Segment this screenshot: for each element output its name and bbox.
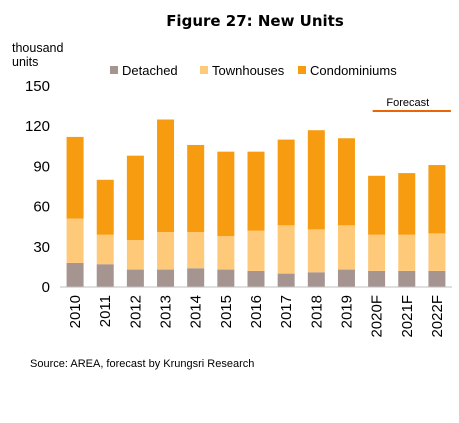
x-tick-label: 2015 — [218, 295, 235, 328]
x-axis-ticks: 2010 2011 2012 2013 2014 2015 2016 2017 2018 2019… — [67, 295, 446, 338]
bar-segment-condominiums-2016 — [247, 151, 265, 231]
x-tick-label: 2014 — [188, 295, 205, 328]
y-tick-label: 120 — [25, 118, 50, 135]
legend-swatch-condominiums — [298, 66, 306, 74]
x-tick-label: 2020F — [369, 295, 386, 338]
bar-segment-condominiums-2015 — [217, 151, 235, 237]
bar-segment-townhouses-2014 — [187, 232, 205, 269]
bar-segment-townhouses-2010 — [66, 218, 84, 263]
forecast-annotation: Forecast — [372, 97, 451, 112]
legend-label-townhouses: Townhouses — [212, 63, 285, 78]
bar-segment-condominiums-2018 — [307, 130, 325, 230]
bar-segment-detached-2016 — [247, 270, 265, 287]
x-tick-label: 2016 — [248, 295, 265, 328]
legend-swatch-detached — [110, 66, 118, 74]
y-axis-label-line1: thousand — [12, 41, 63, 55]
legend: Detached Townhouses Condominiums — [110, 63, 397, 78]
source-note: Source: AREA, forecast by Krungsri Resea… — [30, 358, 254, 370]
legend-swatch-townhouses — [200, 66, 208, 74]
bar-segment-townhouses-2017 — [277, 225, 295, 274]
y-tick-label: 60 — [33, 199, 50, 216]
x-tick-label: 2010 — [67, 295, 84, 328]
y-tick-label: 150 — [25, 78, 50, 95]
bar-segment-condominiums-2013 — [157, 119, 175, 233]
bar-segment-townhouses-2015 — [217, 236, 235, 270]
chart-title: Figure 27: New Units — [166, 12, 344, 30]
x-tick-label: 2021F — [399, 295, 416, 338]
bar-segment-detached-2018 — [307, 272, 325, 287]
bar-segment-detached-2014 — [187, 268, 205, 287]
bar-segment-condominiums-2014 — [187, 144, 205, 233]
x-tick-label: 2012 — [127, 295, 144, 328]
bar-segment-condominiums-2010 — [66, 136, 84, 219]
bar-segment-townhouses-2018 — [307, 229, 325, 273]
bar-segment-condominiums-2021f — [398, 173, 416, 235]
bar-segment-detached-2022f — [428, 270, 446, 287]
bar-segment-condominiums-2011 — [96, 179, 114, 235]
y-tick-label: 90 — [33, 158, 50, 175]
bar-segment-condominiums-2012 — [126, 155, 144, 241]
bar-segment-townhouses-2012 — [126, 240, 144, 270]
y-tick-label: 0 — [42, 279, 50, 296]
bar-segment-townhouses-2011 — [96, 234, 114, 265]
bar-segment-townhouses-2022f — [428, 233, 446, 271]
bar-segment-townhouses-2019 — [337, 225, 355, 270]
bar-segment-condominiums-2020f — [368, 175, 386, 235]
x-tick-label: 2013 — [158, 295, 175, 328]
bar-segment-detached-2013 — [157, 269, 175, 287]
bar-segment-condominiums-2019 — [337, 138, 355, 226]
legend-label-condominiums: Condominiums — [310, 63, 397, 78]
y-axis-ticks: 0 30 60 90 120 150 — [25, 78, 50, 296]
x-tick-label: 2022F — [429, 295, 446, 338]
bar-segment-detached-2020f — [368, 270, 386, 287]
bar-segment-detached-2015 — [217, 269, 235, 287]
legend-label-detached: Detached — [122, 63, 178, 78]
bar-segment-detached-2010 — [66, 262, 84, 287]
bar-segment-townhouses-2016 — [247, 230, 265, 271]
bar-segment-detached-2021f — [398, 270, 416, 287]
y-axis-label-line2: units — [12, 55, 38, 69]
x-tick-label: 2017 — [278, 295, 295, 328]
forecast-label: Forecast — [386, 97, 429, 109]
bar-segment-townhouses-2013 — [157, 232, 175, 270]
bar-segment-detached-2019 — [337, 269, 355, 287]
bars — [66, 119, 446, 287]
x-tick-label: 2011 — [97, 295, 114, 327]
bar-segment-townhouses-2020f — [368, 234, 386, 271]
bar-segment-condominiums-2022f — [428, 165, 446, 234]
bar-segment-detached-2017 — [277, 273, 295, 287]
x-tick-label: 2018 — [308, 295, 325, 328]
bar-segment-detached-2012 — [126, 269, 144, 287]
bar-segment-townhouses-2021f — [398, 234, 416, 271]
x-tick-label: 2019 — [338, 295, 355, 328]
bar-segment-detached-2011 — [96, 264, 114, 287]
y-tick-label: 30 — [33, 239, 50, 256]
bar-segment-condominiums-2017 — [277, 139, 295, 226]
